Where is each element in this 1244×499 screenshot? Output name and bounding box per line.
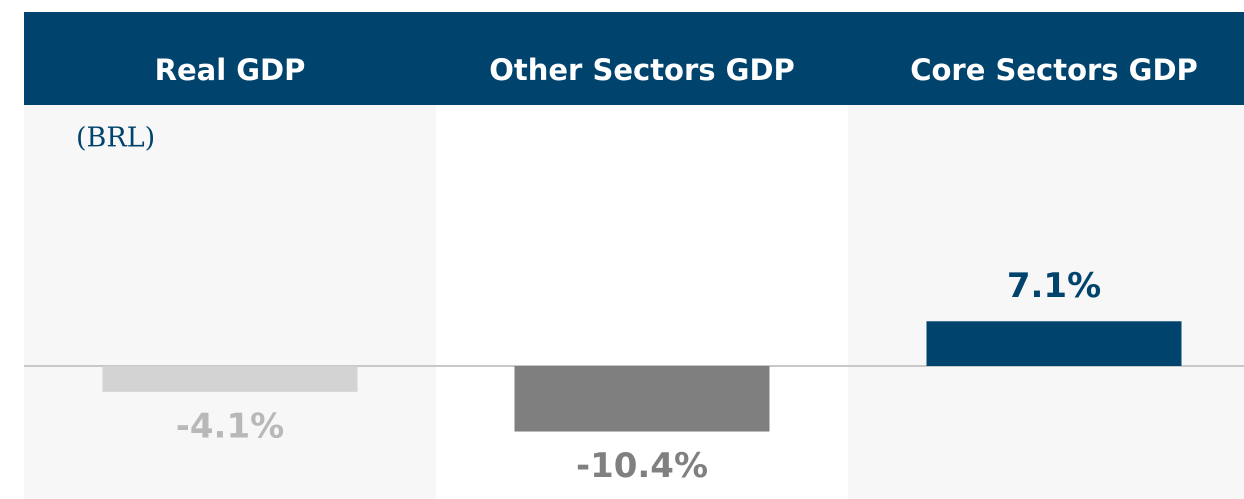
bar [102, 366, 358, 392]
category-label: Core Sectors GDP [910, 53, 1198, 87]
category-label: Real GDP [155, 53, 306, 87]
chart-subtitle: (BRL) [76, 123, 155, 154]
value-label: -4.1% [176, 406, 284, 446]
bar [514, 366, 770, 432]
column-background [436, 105, 848, 499]
value-label: 7.1% [1007, 266, 1101, 306]
bar [926, 321, 1182, 366]
value-label: -10.4% [576, 446, 708, 486]
category-label: Other Sectors GDP [489, 53, 795, 87]
header-band [24, 12, 1244, 105]
